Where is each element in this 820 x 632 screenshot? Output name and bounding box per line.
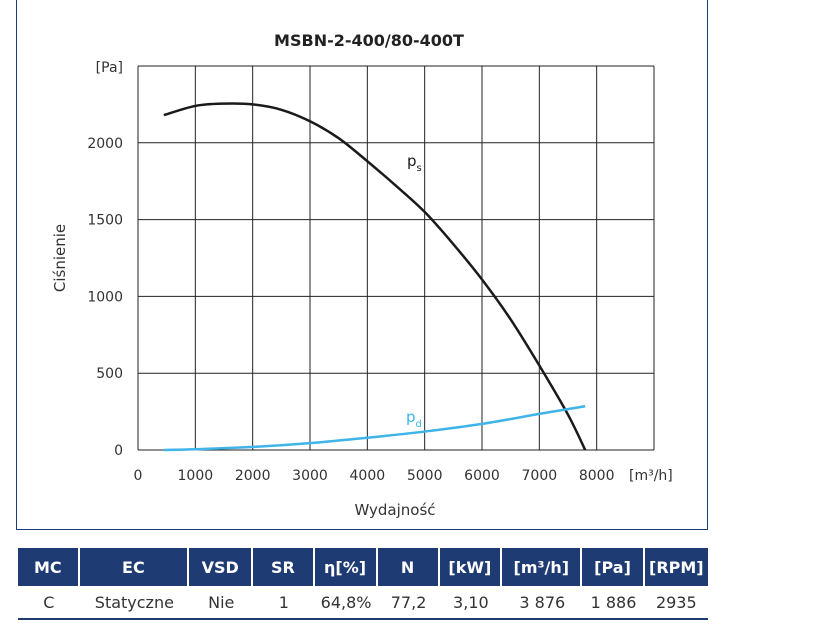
table-cell: 3,10 [439, 586, 503, 620]
performance-table: MC EC VSD SR η[%] N [kW] [m³/h] [Pa] [RPM] C Staty… [18, 548, 708, 620]
table-cell: Nie [189, 586, 254, 620]
table-cell: C [18, 586, 80, 620]
table-cell: 1 886 [582, 586, 645, 620]
y-tick-label: 2000 [87, 136, 123, 152]
table-header-cell: η[%] [314, 548, 378, 586]
series-line-ps [163, 102, 587, 451]
chart-svg: MSBN-2-400/80-400T [Pa] Ciśnienie Wydajn… [51, 31, 673, 519]
table-cell: 77,2 [377, 586, 440, 620]
table-header-cell: [RPM] [644, 548, 708, 586]
x-tick-label: 0 [134, 468, 143, 484]
series-label-ps: ps [407, 152, 422, 174]
chart-title: MSBN-2-400/80-400T [274, 31, 464, 50]
table-header-cell: EC [79, 548, 190, 586]
x-tick-label: 8000 [579, 468, 615, 484]
y-tick-label: 0 [114, 443, 123, 459]
y-tick-label: 1000 [87, 289, 123, 305]
x-tick-label: 6000 [464, 468, 500, 484]
table-header-cell: N [377, 548, 440, 586]
table-row: C Statyczne Nie 1 64,8% 77,2 3,10 3 876 1 886 293… [18, 586, 708, 620]
x-tick-label: 1000 [178, 468, 214, 484]
table-cell: 2935 [644, 586, 708, 620]
x-axis-title: Wydajność [354, 501, 435, 519]
grid [137, 65, 655, 451]
table-cell: 64,8% [314, 586, 378, 620]
table-header-cell: MC [18, 548, 80, 586]
table-header-cell: VSD [189, 548, 254, 586]
series-line-pd [163, 404, 586, 452]
y-axis-title: Ciśnienie [51, 224, 69, 292]
table-cell: 3 876 [502, 586, 583, 620]
table-cell: Statyczne [79, 586, 190, 620]
x-axis-unit: [m³/h] [629, 468, 673, 484]
table-header-cell: SR [253, 548, 315, 586]
x-tick-label: 7000 [522, 468, 558, 484]
series-label-pd: pd [406, 408, 422, 430]
x-tick-label: 5000 [407, 468, 443, 484]
x-tick-label: 3000 [292, 468, 328, 484]
table-header-cell: [m³/h] [502, 548, 583, 586]
y-tick-label: 1500 [87, 213, 123, 229]
ticks: 0 1000 2000 3000 4000 5000 6000 7000 8000 0 500 100… [87, 136, 614, 484]
x-tick-label: 2000 [235, 468, 271, 484]
table-header-cell: [kW] [439, 548, 503, 586]
table-header-cell: [Pa] [582, 548, 645, 586]
x-tick-label: 4000 [350, 468, 386, 484]
table-cell: 1 [253, 586, 315, 620]
series-group: ps pd [163, 102, 587, 452]
chart-frame: MSBN-2-400/80-400T [Pa] Ciśnienie Wydajn… [16, 0, 708, 530]
table-header-row: MC EC VSD SR η[%] N [kW] [m³/h] [Pa] [RPM] [18, 548, 708, 586]
y-axis-unit: [Pa] [96, 60, 123, 76]
y-tick-label: 500 [96, 366, 123, 382]
